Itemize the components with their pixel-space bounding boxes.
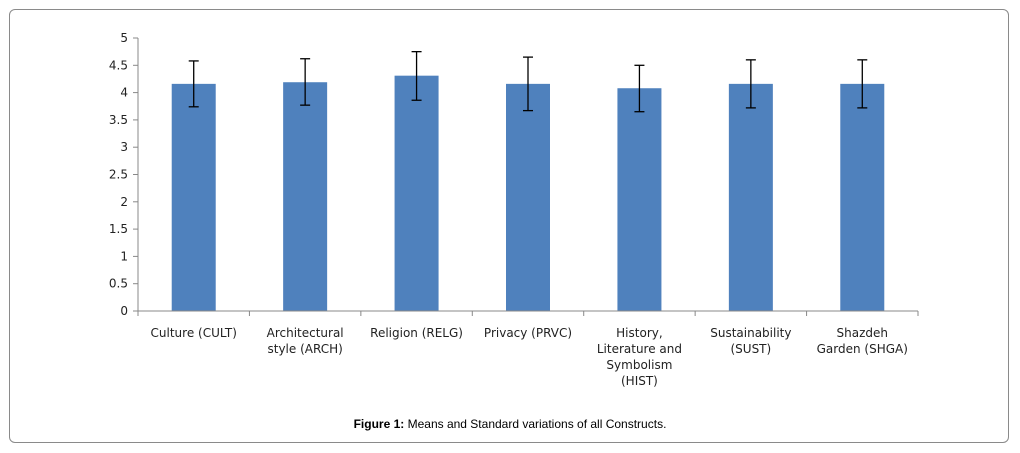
- x-category-label: (SUST): [730, 342, 771, 356]
- bar: [617, 88, 662, 312]
- bar: [506, 83, 550, 311]
- bar: [394, 75, 439, 311]
- x-category-label: Culture (CULT): [151, 326, 237, 340]
- x-category-label: Literature and: [597, 342, 682, 356]
- x-category-label: History,: [616, 326, 663, 340]
- bar: [728, 83, 773, 311]
- y-tick-label: 1.5: [109, 222, 128, 236]
- x-category-label: (HIST): [621, 374, 658, 388]
- caption-label: Figure 1:: [353, 417, 405, 431]
- y-tick-label: 5: [120, 31, 128, 45]
- y-tick-label: 0.5: [109, 277, 128, 291]
- y-tick-label: 3: [120, 140, 128, 154]
- y-tick-label: 4: [120, 86, 128, 100]
- x-axis: Culture (CULT) Architectural style (ARCH) R…: [137, 310, 919, 388]
- error-bars: [188, 51, 868, 113]
- y-tick-label: 3.5: [109, 113, 128, 127]
- bars: [171, 75, 885, 312]
- figure-caption: Figure 1: Means and Standard variations …: [0, 417, 1020, 431]
- caption-text: Means and Standard variations of all Con…: [407, 417, 667, 431]
- x-category-label: Symbolism: [606, 358, 672, 372]
- y-tick-label: 1: [120, 249, 128, 263]
- bar: [171, 83, 216, 311]
- y-tick-label: 4.5: [109, 58, 128, 72]
- x-category-label: Sustainability: [710, 326, 791, 340]
- x-category-label: Religion (RELG): [370, 326, 463, 340]
- x-category-label: style (ARCH): [267, 342, 342, 356]
- bar: [840, 83, 885, 311]
- y-axis: 0 0.5 1 1.5 2 2.5 3 3.5 4 4.5 5: [109, 31, 139, 318]
- x-category-label: Architectural: [267, 326, 344, 340]
- y-tick-label: 0: [120, 304, 128, 318]
- x-category-label: Privacy (PRVC): [484, 326, 572, 340]
- bar: [283, 82, 328, 311]
- y-tick-label: 2.5: [109, 168, 128, 182]
- x-category-label: Garden (SHGA): [817, 342, 908, 356]
- y-tick-label: 2: [120, 195, 128, 209]
- x-category-label: Shazdeh: [837, 326, 888, 340]
